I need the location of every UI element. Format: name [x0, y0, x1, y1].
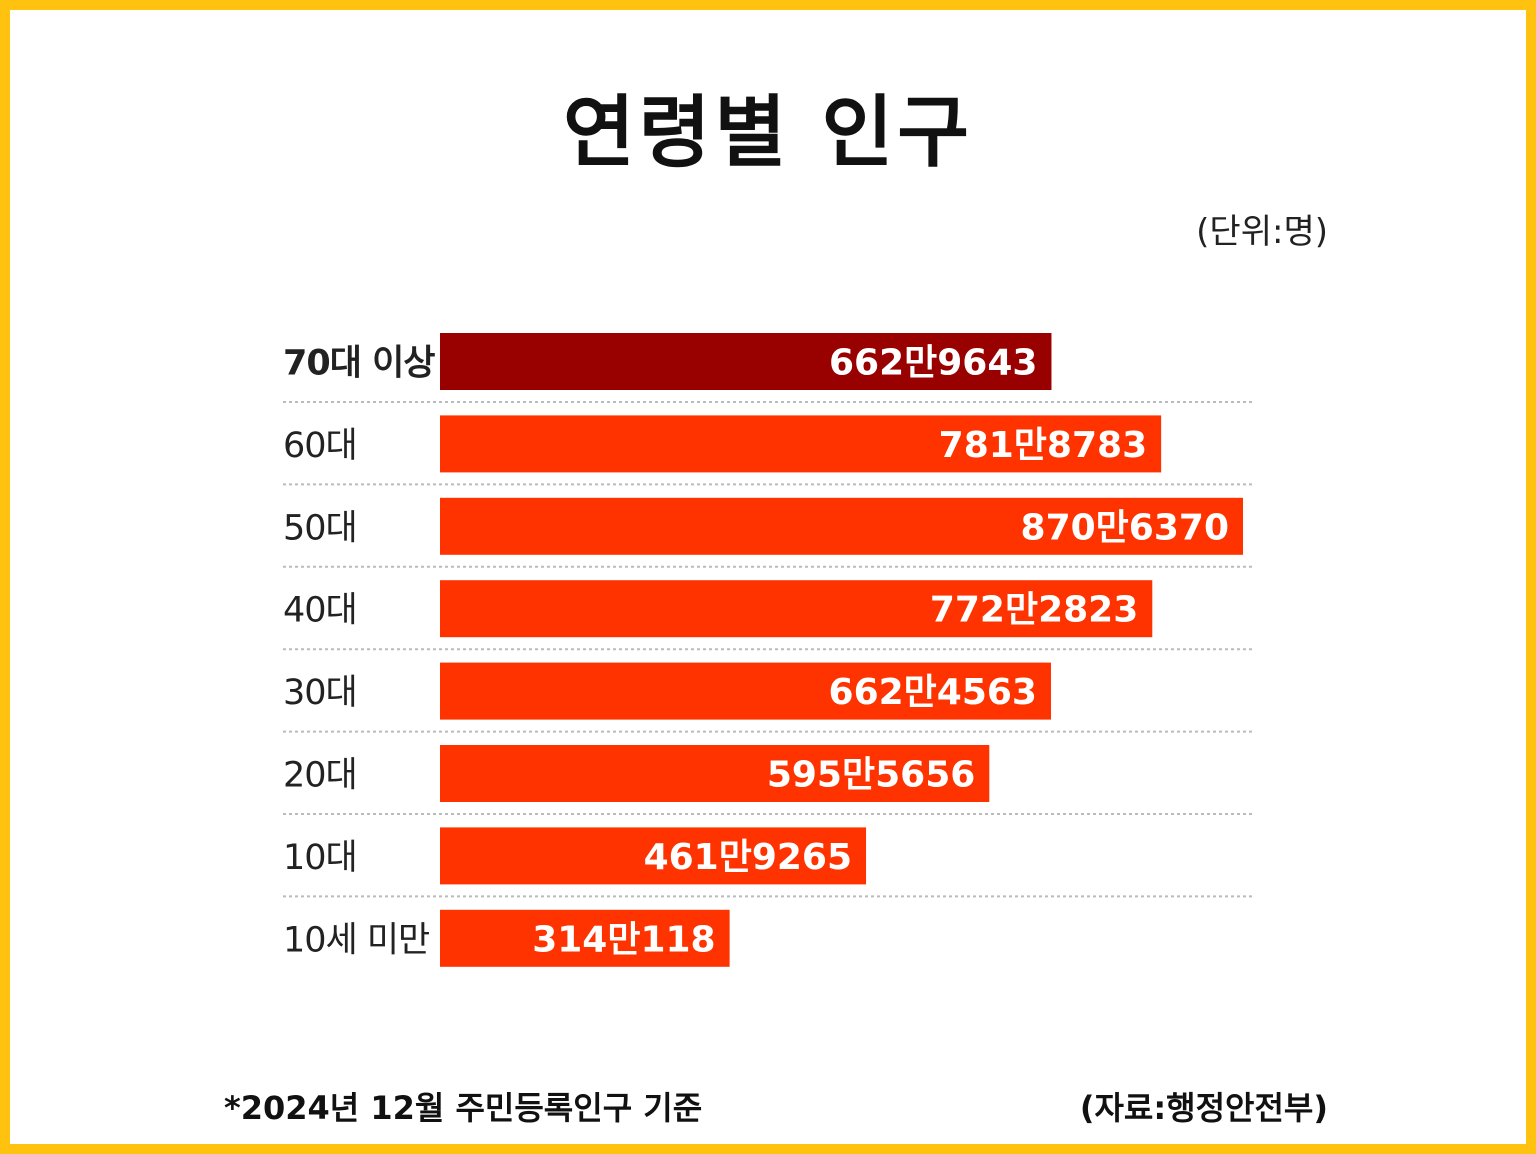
data-label: 772만2823	[930, 590, 1138, 631]
unit-label: (단위:명)	[1196, 212, 1328, 252]
data-label: 461만9265	[644, 837, 852, 878]
data-label: 781만8783	[939, 425, 1147, 466]
bar	[440, 415, 1162, 473]
data-label: 662만9643	[829, 343, 1037, 384]
data-label: 595만5656	[767, 755, 975, 796]
category-label: 70대 이상	[283, 344, 435, 384]
data-label: 662만4563	[829, 672, 1037, 713]
data-label: 314만118	[532, 919, 715, 960]
bar	[440, 497, 1243, 555]
category-label: 10세 미만	[283, 920, 429, 960]
category-label: 30대	[283, 673, 357, 713]
data-label: 870만6370	[1021, 507, 1229, 548]
bar	[440, 333, 1052, 390]
category-label: 20대	[283, 756, 357, 796]
category-label: 50대	[283, 508, 357, 548]
category-label: 10대	[283, 838, 357, 878]
bar	[440, 662, 1051, 720]
bar	[440, 580, 1153, 638]
category-label: 40대	[283, 591, 357, 631]
bar	[440, 745, 990, 802]
chart-title: 연령별 인구	[563, 88, 973, 178]
category-label: 60대	[283, 426, 357, 466]
footnote: *2024년 12월 주민등록인구 기준	[224, 1089, 703, 1127]
source-label: (자료:행정안전부)	[1079, 1089, 1328, 1127]
bar	[440, 827, 867, 885]
bar	[440, 909, 730, 967]
